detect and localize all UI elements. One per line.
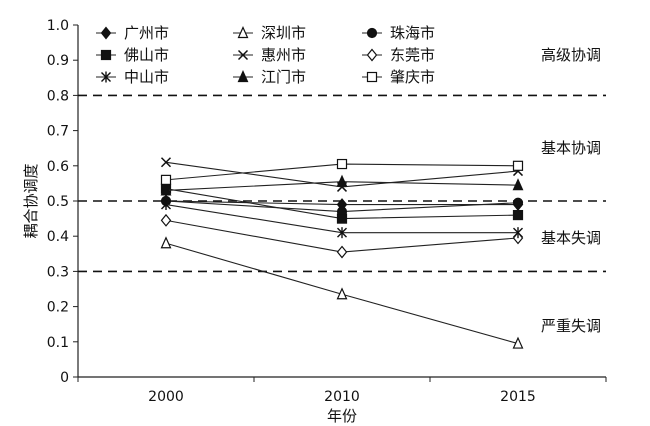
data-point	[512, 209, 524, 221]
marker-shape	[512, 336, 524, 349]
y-axis-title: 耦合协调度	[22, 163, 40, 238]
legend-marker	[237, 70, 249, 83]
data-point	[336, 287, 348, 300]
data-point	[513, 227, 523, 239]
x-tick-label: 2000	[148, 389, 184, 405]
data-point	[161, 199, 171, 211]
legend-label: 东莞市	[390, 46, 435, 64]
legend-marker	[101, 71, 111, 83]
legend-label: 肇庆市	[390, 68, 435, 86]
marker-shape	[366, 48, 378, 62]
y-tick-label: 1.0	[47, 18, 69, 34]
data-point	[160, 183, 172, 196]
series-江门市	[160, 174, 524, 196]
legend-item: 珠海市	[362, 24, 435, 42]
data-point	[512, 160, 524, 171]
marker-shape	[366, 27, 378, 39]
series-深圳市	[160, 236, 524, 349]
marker-stroke	[237, 49, 249, 61]
legend-label: 广州市	[124, 24, 169, 42]
data-point	[160, 213, 172, 227]
y-tick-label: 0.3	[47, 264, 69, 280]
data-point	[336, 213, 348, 224]
marker-shape	[100, 26, 112, 40]
legend-label: 佛山市	[124, 46, 169, 64]
data-point	[336, 158, 348, 170]
legend-marker	[366, 71, 378, 83]
series-肇庆市	[160, 158, 524, 185]
y-tick-label: 0	[60, 370, 69, 386]
legend-marker	[237, 26, 249, 39]
marker-shape	[237, 26, 249, 39]
legend-item: 佛山市	[96, 46, 169, 64]
marker-shape	[160, 174, 172, 185]
legend-item: 广州市	[96, 24, 169, 42]
marker-shape	[160, 236, 172, 249]
y-tick-label: 0.9	[47, 53, 69, 69]
y-tick-label: 0.7	[47, 124, 69, 140]
marker-shape	[512, 209, 524, 221]
data-point	[512, 336, 524, 349]
data-point	[160, 174, 172, 185]
legend-marker	[237, 49, 249, 61]
zone-label: 高级协调	[541, 46, 601, 64]
y-tick-label: 0.4	[47, 229, 69, 245]
y-tick-label: 0.2	[47, 300, 69, 316]
legend-item: 江门市	[233, 68, 306, 86]
marker-shape	[160, 183, 172, 196]
legend-marker	[100, 26, 112, 40]
data-point	[160, 157, 172, 168]
marker-shape	[237, 70, 249, 83]
legend-marker	[100, 49, 112, 61]
legend-item: 东莞市	[362, 46, 435, 64]
legend-marker	[366, 27, 378, 39]
y-tick-label: 0.8	[47, 88, 69, 104]
y-tick-label: 0.6	[47, 159, 69, 175]
marker-shape	[336, 213, 348, 224]
legend-item: 中山市	[96, 68, 169, 86]
series-中山市	[161, 199, 523, 239]
legend-label: 深圳市	[261, 24, 306, 42]
y-tick-label: 0.5	[47, 194, 69, 210]
legend-label: 珠海市	[390, 24, 435, 42]
data-point	[512, 197, 524, 208]
x-axis-title: 年份	[327, 407, 357, 425]
legend-item: 深圳市	[233, 24, 306, 42]
marker-shape	[512, 178, 524, 191]
zone-label: 基本失调	[541, 229, 601, 247]
legend-label: 惠州市	[261, 46, 306, 64]
data-point	[512, 178, 524, 191]
data-point	[336, 174, 348, 187]
x-tick-label: 2015	[500, 389, 536, 405]
data-point	[160, 236, 172, 249]
x-tick-label: 2010	[324, 389, 360, 405]
marker-shape	[160, 213, 172, 227]
zone-label: 严重失调	[541, 317, 601, 335]
marker-shape	[336, 245, 348, 259]
y-tick-label: 0.1	[47, 335, 69, 351]
marker-shape	[336, 174, 348, 187]
zone-label: 基本协调	[541, 139, 601, 157]
marker-shape	[512, 197, 524, 208]
marker-shape	[336, 158, 348, 170]
marker-shape	[336, 287, 348, 300]
data-point	[337, 227, 347, 239]
marker-stroke	[160, 157, 172, 168]
data-point	[336, 245, 348, 259]
legend-item: 惠州市	[233, 46, 306, 64]
legend-label: 中山市	[124, 68, 169, 86]
marker-shape	[366, 71, 378, 83]
marker-shape	[100, 49, 112, 61]
legend-label: 江门市	[261, 68, 306, 86]
legend-marker	[366, 48, 378, 62]
marker-shape	[512, 160, 524, 171]
legend-item: 肇庆市	[362, 68, 435, 86]
